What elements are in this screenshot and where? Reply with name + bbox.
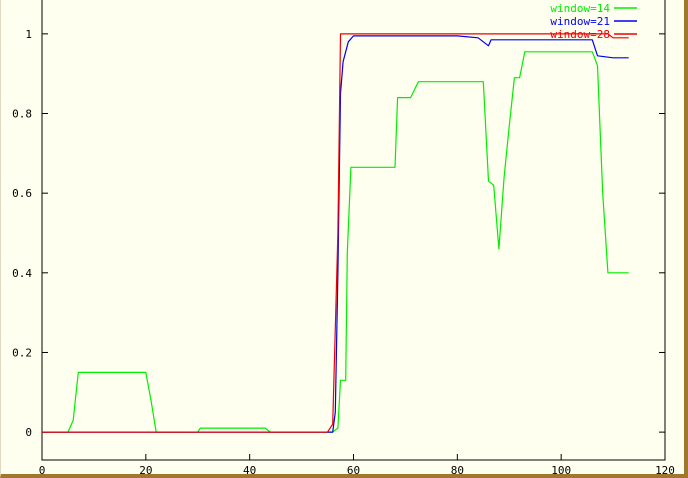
series-line-1 bbox=[42, 51, 629, 433]
x-tick-label: 120 bbox=[655, 464, 675, 477]
series-line-2 bbox=[42, 35, 629, 433]
x-tick-label: 40 bbox=[243, 464, 256, 477]
y-tick-label: 0 bbox=[25, 426, 32, 439]
x-tick-label: 0 bbox=[39, 464, 46, 477]
series-lines bbox=[42, 33, 629, 433]
x-tick-label: 60 bbox=[347, 464, 360, 477]
tick-marks: 0 0.2 0.4 0.6 0.8 1 0 20 40 60 80 100 120 bbox=[12, 28, 675, 477]
series-line-3 bbox=[42, 33, 629, 433]
legend-label-1: window=14 bbox=[550, 2, 610, 15]
y-tick-label: 0.6 bbox=[12, 187, 32, 200]
x-tick-label: 80 bbox=[451, 464, 464, 477]
y-tick-label: 1 bbox=[25, 28, 32, 41]
y-tick-label: 0.2 bbox=[12, 346, 32, 359]
legend-label-2: window=21 bbox=[550, 15, 610, 28]
y-tick-label: 0.8 bbox=[12, 108, 32, 121]
plot-border bbox=[41, 0, 666, 461]
x-tick-label: 20 bbox=[139, 464, 152, 477]
y-tick-label: 0.4 bbox=[12, 267, 32, 280]
plot-border-rect bbox=[41, 0, 666, 461]
x-tick-label: 100 bbox=[551, 464, 571, 477]
legend-label-3: window=28 bbox=[550, 28, 610, 41]
